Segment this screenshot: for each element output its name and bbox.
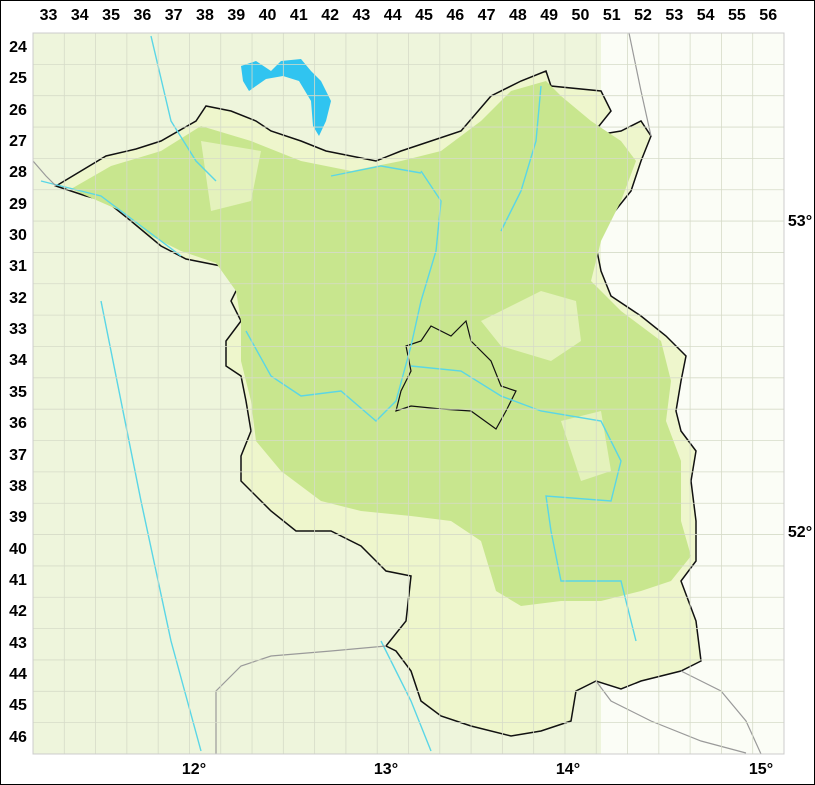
latitude-label: 52° [787, 524, 813, 541]
lakes [241, 59, 331, 136]
grid-row-label: 43 [9, 634, 27, 652]
river [380, 640, 432, 752]
latitude-label: 53° [787, 213, 813, 230]
grid-row-label: 46 [9, 728, 27, 746]
grid-row-label: 33 [9, 321, 27, 339]
grid-column-label: 45 [415, 7, 433, 24]
grid-column-label: 37 [164, 7, 183, 24]
grid-column-label: 40 [258, 7, 277, 24]
grid-column-label: 36 [133, 7, 152, 24]
grid-row-label: 29 [9, 195, 27, 213]
grid-row-label: 34 [9, 352, 27, 370]
grid-column-label: 50 [571, 7, 590, 24]
grid-column-label: 49 [540, 7, 559, 24]
grid-row-label: 25 [9, 70, 27, 88]
grid-row-label: 38 [9, 477, 27, 495]
grid-row-label: 41 [9, 571, 27, 589]
grid-row-label: 37 [9, 446, 27, 464]
grid-row-label: 31 [9, 258, 27, 276]
grid-column-label: 39 [227, 7, 246, 24]
dense-occurrence-area [71, 81, 691, 606]
grid-row-label: 35 [9, 383, 27, 401]
grid-lines [33, 33, 784, 754]
longitude-label: 15° [748, 761, 774, 778]
grid-row-label: 27 [9, 133, 27, 151]
grid-row-label: 45 [9, 697, 27, 715]
longitude-label: 12° [181, 761, 207, 778]
grid-column-label: 34 [70, 7, 89, 24]
grid-column-label: 35 [102, 7, 120, 24]
grid-column-label: 56 [759, 7, 778, 24]
river [100, 300, 202, 752]
grid-row-label: 28 [9, 164, 27, 182]
grid-column-label: 42 [321, 7, 340, 24]
grid-column-label: 53 [665, 7, 684, 24]
berlin-boundary [395, 319, 517, 430]
grid-row-label: 44 [9, 665, 27, 683]
lake [241, 59, 331, 136]
river [330, 165, 422, 177]
river [150, 35, 217, 182]
river [40, 180, 182, 257]
grid-column-label: 55 [728, 7, 746, 24]
longitude-label: 14° [555, 761, 581, 778]
grid-row-label: 42 [9, 603, 27, 621]
river [245, 170, 442, 422]
grid-column-label: 44 [383, 7, 402, 24]
grid-column-label: 46 [446, 7, 465, 24]
rivers [40, 35, 637, 752]
light-patch [201, 141, 611, 481]
grid-column-label: 54 [696, 7, 715, 24]
grid-row-label: 32 [9, 289, 27, 307]
river [500, 85, 542, 232]
grid-column-label: 51 [602, 7, 621, 24]
grid-row-label: 40 [9, 540, 27, 558]
map-frame [32, 32, 785, 755]
grid-column-label: 38 [196, 7, 214, 24]
grid-column-label: 41 [289, 7, 308, 24]
grid-column-label: 48 [508, 7, 527, 24]
river [410, 365, 637, 642]
outer-borders [32, 32, 762, 755]
grid-column-label: 43 [352, 7, 371, 24]
grid-column-label: 47 [477, 7, 496, 24]
grid-row-label: 36 [9, 415, 27, 433]
longitude-label: 13° [373, 761, 399, 778]
grid-column-label: 52 [634, 7, 652, 24]
grid-row-label: 26 [9, 101, 27, 119]
grid-row-label: 39 [9, 509, 27, 527]
grid-row-label: 30 [9, 227, 27, 245]
grid-column-label: 33 [39, 7, 58, 24]
grid-row-label: 24 [9, 39, 27, 56]
